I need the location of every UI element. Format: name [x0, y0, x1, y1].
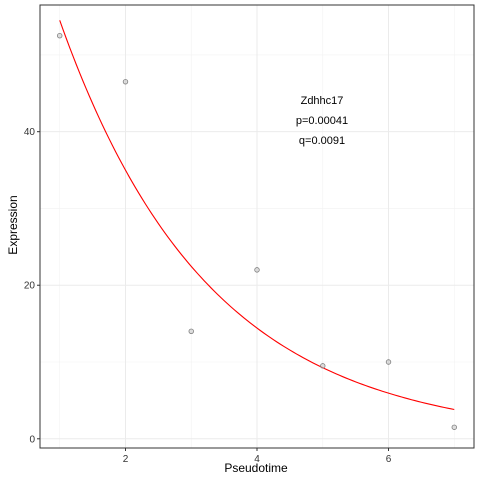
- data-point-1: [57, 33, 63, 39]
- grid: [40, 5, 474, 448]
- data-point-4: [254, 267, 260, 273]
- points-layer: [57, 33, 457, 430]
- ticks-layer: 2 4 6 0 20 40: [24, 127, 392, 465]
- annotation-p-value: p=0.00041: [296, 115, 348, 127]
- annotation-q-value: q=0.0091: [299, 135, 345, 147]
- y-tick-label: 40: [24, 127, 36, 138]
- y-axis-title: Expression: [6, 195, 20, 254]
- fit-curve: [59, 20, 455, 411]
- y-tick-label: 0: [29, 434, 35, 445]
- x-axis-title: Pseudotime: [224, 461, 288, 475]
- x-tick-label: 6: [386, 454, 392, 465]
- y-tick-label: 20: [24, 281, 36, 292]
- data-point-2: [122, 79, 129, 85]
- annotation-gene: Zdhhc17: [301, 95, 344, 107]
- x-tick-label: 2: [123, 454, 129, 465]
- data-point-5: [320, 363, 326, 369]
- data-point-3: [188, 328, 194, 334]
- annotation-group: Zdhhc17 p=0.00041 q=0.0091: [296, 95, 348, 147]
- data-point-6: [385, 359, 392, 365]
- data-point-7: [451, 424, 457, 430]
- x-tick-label: 4: [254, 454, 260, 465]
- fit-curve-layer: [59, 20, 455, 411]
